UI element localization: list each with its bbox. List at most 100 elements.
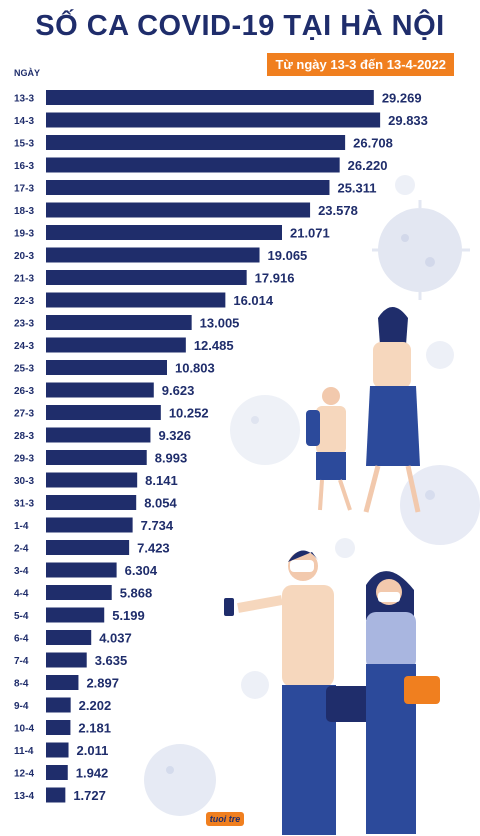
bar <box>46 607 105 623</box>
category-label: 2-4 <box>14 544 29 555</box>
bar <box>46 427 151 443</box>
bar <box>46 360 167 375</box>
virus-icon <box>241 175 454 699</box>
category-label: 26-3 <box>14 386 34 397</box>
category-label: 12-4 <box>14 769 34 780</box>
bar <box>46 742 69 758</box>
value-label: 6.304 <box>125 563 158 578</box>
value-label: 5.199 <box>112 608 145 623</box>
bar <box>46 450 147 465</box>
category-label: 15-3 <box>14 139 34 150</box>
category-label: 14-3 <box>14 116 34 127</box>
value-label: 26.708 <box>353 136 393 151</box>
value-label: 8.141 <box>145 473 178 488</box>
value-label: 5.868 <box>120 586 153 601</box>
bars-group: 13-3 29.269 14-3 29.833 15-3 26.708 16-3 26.220… <box>14 90 428 803</box>
category-label: 8-4 <box>14 679 29 690</box>
value-label: 1.727 <box>73 788 106 803</box>
value-label: 3.635 <box>95 653 128 668</box>
bar <box>46 720 71 735</box>
bar <box>46 90 374 105</box>
y-axis-label: NGÀY <box>14 68 41 78</box>
category-label: 29-3 <box>14 454 34 465</box>
category-label: 22-3 <box>14 296 34 307</box>
bar <box>46 180 330 195</box>
bar <box>46 382 154 398</box>
bar <box>46 562 117 578</box>
category-label: 9-4 <box>14 701 29 712</box>
virus-icon <box>400 465 480 545</box>
bar <box>46 495 137 510</box>
value-label: 2.181 <box>78 721 111 736</box>
bar <box>46 697 71 713</box>
category-label: 17-3 <box>14 184 34 195</box>
category-label: 28-3 <box>14 431 34 442</box>
category-label: 16-3 <box>14 161 34 172</box>
bar <box>46 405 161 420</box>
woman-with-child-illustration <box>306 307 421 513</box>
bar <box>46 292 226 308</box>
category-label: 25-3 <box>14 364 34 375</box>
bar <box>46 225 282 240</box>
category-label: 31-3 <box>14 499 34 510</box>
bar <box>46 630 92 645</box>
value-label: 9.326 <box>158 428 191 443</box>
value-label: 21.071 <box>290 226 330 241</box>
page-title: SỐ CA COVID-19 TẠI HÀ NỘI <box>35 10 445 42</box>
category-label: 11-4 <box>14 746 34 757</box>
bar <box>46 202 311 218</box>
value-label: 7.423 <box>137 541 170 556</box>
value-label: 8.993 <box>155 451 188 466</box>
category-label: 23-3 <box>14 319 34 330</box>
woman-with-bag-illustration <box>366 571 440 834</box>
bar <box>46 472 138 488</box>
value-label: 26.220 <box>348 158 388 173</box>
category-label: 24-3 <box>14 341 34 352</box>
value-label: 9.623 <box>162 383 195 398</box>
category-label: 4-4 <box>14 589 29 600</box>
bar <box>46 517 133 533</box>
bar <box>46 337 186 353</box>
virus-icon <box>144 744 216 816</box>
value-label: 17.916 <box>255 271 295 286</box>
bar <box>46 112 381 128</box>
bar <box>46 315 192 330</box>
value-label: 19.065 <box>268 248 308 263</box>
value-label: 29.269 <box>382 91 422 106</box>
bar <box>46 247 260 263</box>
value-label: 16.014 <box>233 293 274 308</box>
bar <box>46 135 346 150</box>
bar <box>46 675 79 690</box>
value-label: 2.897 <box>86 676 119 691</box>
virus-icon <box>372 200 470 300</box>
category-label: 13-3 <box>14 94 34 105</box>
category-label: 7-4 <box>14 656 29 667</box>
value-label: 7.734 <box>141 518 174 533</box>
value-label: 4.037 <box>99 631 132 646</box>
value-label: 8.054 <box>144 496 177 511</box>
publisher-logo: tuoi tre <box>206 812 244 826</box>
bar <box>46 652 87 668</box>
date-range-badge: Từ ngày 13-3 đến 13-4-2022 <box>267 53 454 76</box>
value-label: 29.833 <box>388 113 428 128</box>
category-label: 3-4 <box>14 566 29 577</box>
category-label: 13-4 <box>14 791 34 802</box>
background-decoration <box>144 175 480 816</box>
value-label: 2.011 <box>77 743 109 758</box>
category-label: 5-4 <box>14 611 29 622</box>
value-label: 13.005 <box>200 316 240 331</box>
value-label: 23.578 <box>318 203 358 218</box>
category-label: 1-4 <box>14 521 29 532</box>
people-illustration <box>224 307 440 835</box>
value-label: 2.202 <box>79 698 112 713</box>
bar <box>46 540 130 555</box>
value-label: 10.803 <box>175 361 215 376</box>
value-label: 25.311 <box>337 181 376 196</box>
value-label: 10.252 <box>169 406 209 421</box>
category-label: 18-3 <box>14 206 34 217</box>
bar <box>46 157 340 173</box>
bar <box>46 270 247 285</box>
bar <box>46 585 112 600</box>
value-label: 12.485 <box>194 338 234 353</box>
